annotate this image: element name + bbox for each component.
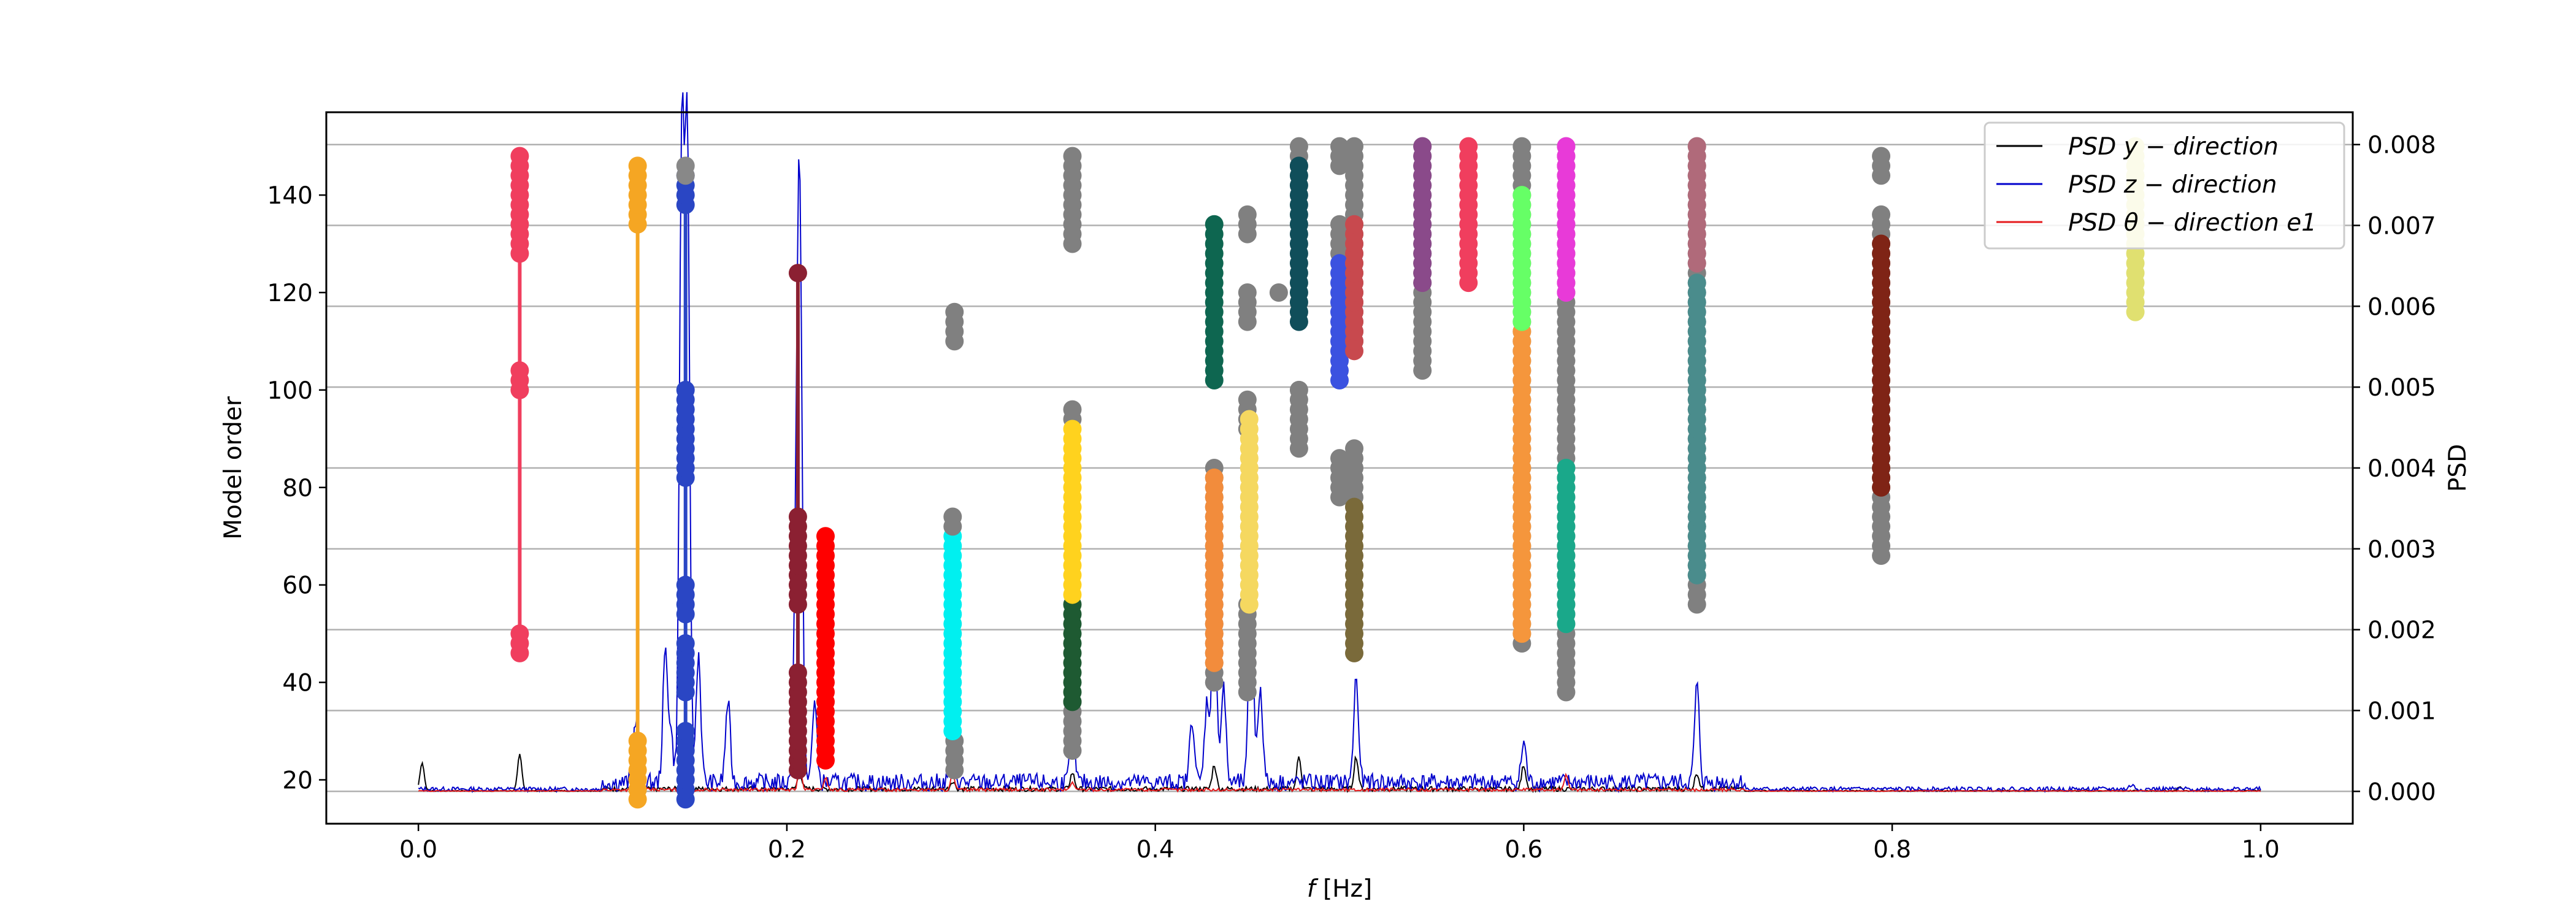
stability-marker [788,264,807,283]
legend-label-theta: PSD θ − direction e1 [2068,209,2317,237]
right-y-tick-label: 0.007 [2367,213,2436,240]
legend-box [1984,121,2345,250]
stability-marker [816,527,835,546]
stability-marker [1205,215,1224,234]
stability-markers [510,137,2145,809]
stability-marker [1269,283,1288,302]
stability-marker [676,634,695,653]
stability-marker [1345,497,1364,516]
x-axis-label: f [Hz] [1307,875,1372,903]
stability-marker [676,722,695,741]
stability-marker [1063,147,1082,166]
x-tick-label: 0.6 [1505,836,1543,864]
legend: PSD y − direction PSD z − direction PSD … [1984,121,2345,250]
x-tick-label: 0.2 [768,836,806,864]
stability-marker [1872,234,1891,253]
stability-marker [1289,156,1308,175]
left-y-tick-label: 100 [267,377,313,405]
left-y-axis-ticks: 20 40 60 80 100 120 140 [267,182,326,794]
stability-marker [1063,420,1082,439]
stability-marker [628,731,647,750]
stability-marker [1330,254,1349,273]
stability-marker [1557,459,1576,477]
stability-marker [1238,390,1257,409]
stability-marker [1512,137,1531,156]
legend-label-y: PSD y − direction [2068,133,2279,161]
x-tick-label: 1.0 [2242,836,2280,864]
right-y-tick-label: 0.008 [2367,132,2436,159]
stability-marker [676,380,695,399]
stability-marker [788,663,807,682]
stability-marker [1687,274,1706,293]
right-y-tick-label: 0.004 [2367,455,2436,483]
stability-marker [1063,400,1082,419]
right-y-tick-label: 0.005 [2367,374,2436,402]
left-y-tick-label: 40 [282,670,313,697]
right-y-tick-label: 0.000 [2367,778,2436,806]
psd-theta-direction-line [418,740,2261,793]
stability-marker [510,624,529,643]
right-y-axis-ticks: 0.000 0.001 0.002 0.003 0.004 0.005 0.006 0.007… [2353,132,2436,806]
stability-marker [1512,186,1531,205]
stability-marker [1289,137,1308,156]
stability-marker [510,361,529,380]
left-y-tick-label: 120 [267,280,313,307]
x-tick-label: 0.4 [1137,836,1175,864]
right-y-tick-label: 0.003 [2367,536,2436,564]
stability-marker [1345,137,1364,156]
stability-marker [628,156,647,175]
stability-marker [1238,205,1257,224]
left-y-tick-label: 140 [267,182,313,210]
stability-marker [1238,283,1257,302]
stability-marker [788,507,807,526]
left-y-axis-label: Model order [220,396,247,539]
stability-marker [1330,137,1349,156]
stability-marker [1872,147,1891,166]
right-y-tick-label: 0.006 [2367,293,2436,321]
x-tick-label: 0.0 [399,836,437,864]
stability-marker [1687,137,1706,156]
stability-marker [1345,215,1364,234]
psd-lines [418,92,2261,794]
stability-marker [1872,205,1891,224]
stability-marker [1345,439,1364,458]
left-y-tick-label: 60 [282,572,313,600]
stability-marker [1205,468,1224,487]
stability-marker [1459,137,1478,156]
right-y-axis-label: PSD [2444,444,2472,492]
stability-marker [1557,137,1576,156]
x-axis-ticks: 0.0 0.2 0.4 0.6 0.8 1.0 [399,824,2280,864]
stability-marker [1330,449,1349,468]
stability-marker [945,302,964,321]
right-y-tick-label: 0.001 [2367,697,2436,725]
stability-marker [1240,410,1259,429]
x-tick-label: 0.8 [1873,836,1911,864]
left-y-tick-label: 20 [282,767,313,794]
stability-marker [943,507,962,526]
legend-label-z: PSD z − direction [2068,171,2277,199]
stability-marker [1413,137,1432,156]
left-y-tick-label: 80 [282,475,313,502]
stability-marker [510,147,529,166]
stability-marker [1289,380,1308,399]
stability-marker [676,575,695,594]
stability-marker [676,156,695,175]
stability-marker [1330,215,1349,234]
right-y-tick-label: 0.002 [2367,617,2436,645]
